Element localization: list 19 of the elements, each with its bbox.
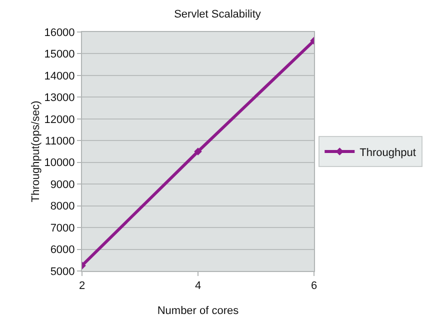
y-tick-label: 15000 [44,48,75,61]
y-tick-label: 14000 [44,70,75,82]
y-axis-title: Throughput(ops/sec) [30,100,42,202]
x-axis-title: Number of cores [157,305,240,317]
x-tick-label: 2 [78,280,86,292]
y-tick-label: 12000 [44,114,75,126]
y-tick-label: 5000 [50,266,75,278]
chart-title: Servlet Scalability [174,8,262,21]
x-tick-label: 4 [194,280,202,292]
y-tick-label: 13000 [44,92,75,104]
y-tick-label: 6000 [50,244,75,256]
x-tick-label: 6 [310,280,318,292]
y-tick-label: 10000 [44,157,75,170]
y-tick-label: 11000 [45,135,75,148]
y-tick-label: 16000 [44,26,75,39]
y-tick-label: 8000 [50,200,75,213]
y-tick-label: 7000 [50,222,75,234]
y-tick-label: 9000 [50,178,75,191]
legend-label: Throughput [360,146,416,159]
